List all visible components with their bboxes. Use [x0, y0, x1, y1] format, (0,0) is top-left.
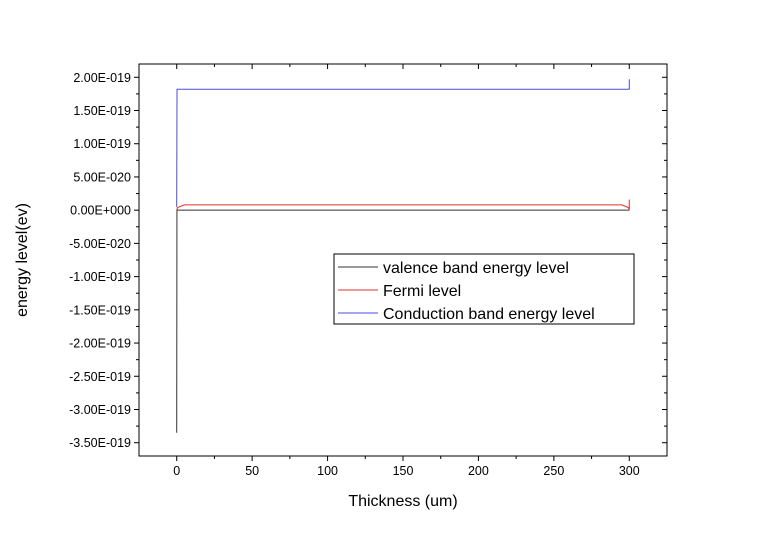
legend-label: valence band energy level [383, 260, 569, 277]
series-line [176, 79, 630, 207]
y-axis-title: energy level(ev) [14, 203, 31, 317]
legend-box [333, 253, 635, 325]
x-tick-label: 300 [619, 464, 640, 478]
x-axis-ticks: 0 50 100 150 200 250 300 [173, 64, 640, 478]
y-tick-label: -3.00E-019 [69, 403, 131, 417]
y-tick-label: 1.50E-019 [73, 104, 131, 118]
y-tick-label: -5.00E-020 [69, 237, 131, 251]
series-lines [176, 79, 630, 433]
y-tick-label: 2.00E-019 [73, 71, 131, 85]
legend-label: Fermi level [383, 283, 461, 300]
series-line [176, 199, 630, 211]
y-axis-ticks: 2.00E-019 1.50E-019 1.00E-019 5.00E-020 0.00… [69, 71, 667, 450]
x-tick-label: 0 [173, 464, 180, 478]
x-tick-label: 100 [317, 464, 338, 478]
y-tick-label: -2.50E-019 [69, 370, 131, 384]
y-tick-label: -3.50E-019 [69, 436, 131, 450]
x-tick-label: 200 [468, 464, 489, 478]
legend: valence band energy level Fermi level Cond… [333, 253, 635, 325]
x-axis-title: Thickness (um) [348, 493, 457, 510]
y-tick-label: 5.00E-020 [73, 170, 131, 184]
legend-label: Conduction band energy level [383, 306, 595, 323]
x-tick-label: 250 [543, 464, 564, 478]
x-tick-label: 50 [245, 464, 259, 478]
y-tick-label: -2.00E-019 [69, 337, 131, 351]
y-tick-label: -1.00E-019 [69, 270, 131, 284]
y-tick-label: 0.00E+000 [70, 204, 131, 218]
y-tick-label: -1.50E-019 [69, 303, 131, 317]
x-tick-label: 150 [393, 464, 414, 478]
y-tick-label: 1.00E-019 [73, 137, 131, 151]
